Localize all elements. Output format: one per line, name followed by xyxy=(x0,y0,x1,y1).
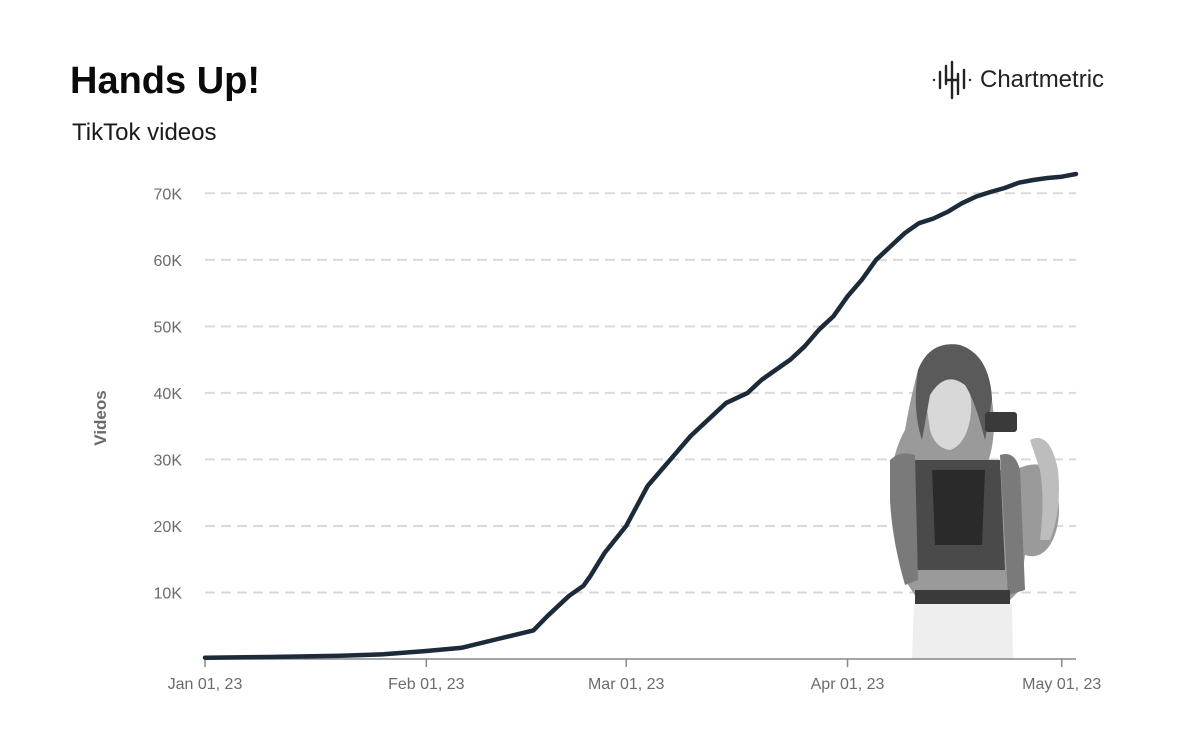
x-tick-label: Jan 01, 23 xyxy=(168,676,243,693)
chartmetric-logo-icon xyxy=(932,60,972,100)
series-line xyxy=(202,171,1079,660)
chart-title: Hands Up! xyxy=(70,60,260,102)
y-tick-label: 20K xyxy=(154,519,183,536)
y-tick-label: 60K xyxy=(154,253,183,270)
y-tick-label: 30K xyxy=(154,452,183,469)
x-tick-label: Mar 01, 23 xyxy=(588,676,665,693)
y-tick-label: 50K xyxy=(154,319,183,336)
y-axis-title: Videos xyxy=(91,390,110,445)
x-tick-label: Apr 01, 23 xyxy=(811,676,885,693)
artist-photo xyxy=(890,344,1059,660)
brand-logo: Chartmetric xyxy=(930,58,1104,102)
axes: 10K 20K 30K 40K 50K 60K 70K Jan 01, 23 Feb 01, 2… xyxy=(154,186,1102,693)
x-tick-label: Feb 01, 23 xyxy=(388,676,465,693)
brand-name: Chartmetric xyxy=(980,66,1105,93)
series-line-layer xyxy=(202,171,1079,660)
artist-photo-grayscale xyxy=(890,344,1059,660)
y-tick-label: 40K xyxy=(154,386,183,403)
chart-subtitle: TikTok videos xyxy=(72,119,217,146)
y-tick-label: 70K xyxy=(154,186,183,203)
x-tick-label: May 01, 23 xyxy=(1022,676,1101,693)
y-tick-label: 10K xyxy=(154,585,183,602)
